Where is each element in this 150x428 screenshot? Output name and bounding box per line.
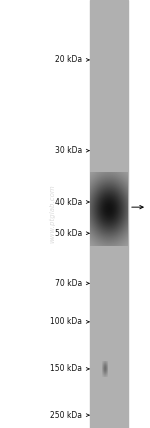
- Bar: [90, 0, 128, 428]
- Text: 40 kDa: 40 kDa: [55, 197, 82, 207]
- Text: 100 kDa: 100 kDa: [51, 317, 82, 327]
- Text: www.ptglab.com: www.ptglab.com: [50, 184, 56, 244]
- Text: 250 kDa: 250 kDa: [51, 410, 82, 420]
- Text: 30 kDa: 30 kDa: [55, 146, 82, 155]
- Text: 50 kDa: 50 kDa: [55, 229, 82, 238]
- Text: 20 kDa: 20 kDa: [55, 55, 82, 65]
- Text: 70 kDa: 70 kDa: [55, 279, 82, 288]
- Text: 150 kDa: 150 kDa: [51, 364, 82, 374]
